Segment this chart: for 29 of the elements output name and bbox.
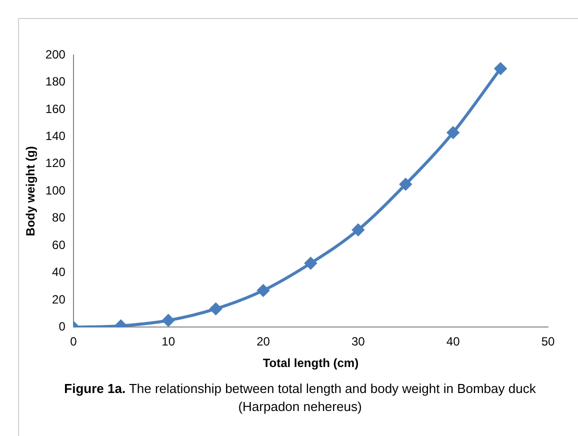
y-tick-label: 100: [45, 183, 66, 198]
caption: Figure 1a.: [64, 381, 126, 396]
y-tick-label: 200: [45, 47, 66, 62]
text: The relationship between total length and body weight in Bombay duck (Harpadon nehereus): [128, 381, 536, 414]
point: [210, 302, 222, 315]
y-tick-label: 60: [52, 238, 66, 252]
x-tick-label: 30: [351, 334, 366, 349]
y-tick-label: 160: [45, 102, 66, 116]
point: [447, 126, 460, 139]
point: [257, 284, 270, 296]
point: [400, 178, 412, 190]
y-tick-label: 120: [45, 156, 66, 170]
x-tick-label: 50: [541, 334, 555, 349]
x-tick-label: 10: [162, 334, 176, 349]
point: [304, 257, 317, 270]
point: [494, 62, 507, 75]
y-axis-title: Body weight (g): [24, 146, 38, 236]
x-tick-label: 0: [70, 334, 78, 349]
point: [162, 314, 174, 326]
x-axis-title: Total length (cm): [262, 356, 359, 370]
x-tick-label: 40: [446, 334, 460, 349]
y-tick-label: 80: [52, 210, 66, 225]
y-tick-label: 180: [45, 74, 66, 89]
y-tick-label: 140: [45, 128, 66, 143]
point: [352, 224, 364, 236]
x-tick-label: 20: [256, 334, 270, 349]
y-tick-label: 0: [58, 320, 66, 334]
y-tick-label: 20: [52, 292, 66, 306]
y-tick-label: 40: [52, 265, 66, 280]
